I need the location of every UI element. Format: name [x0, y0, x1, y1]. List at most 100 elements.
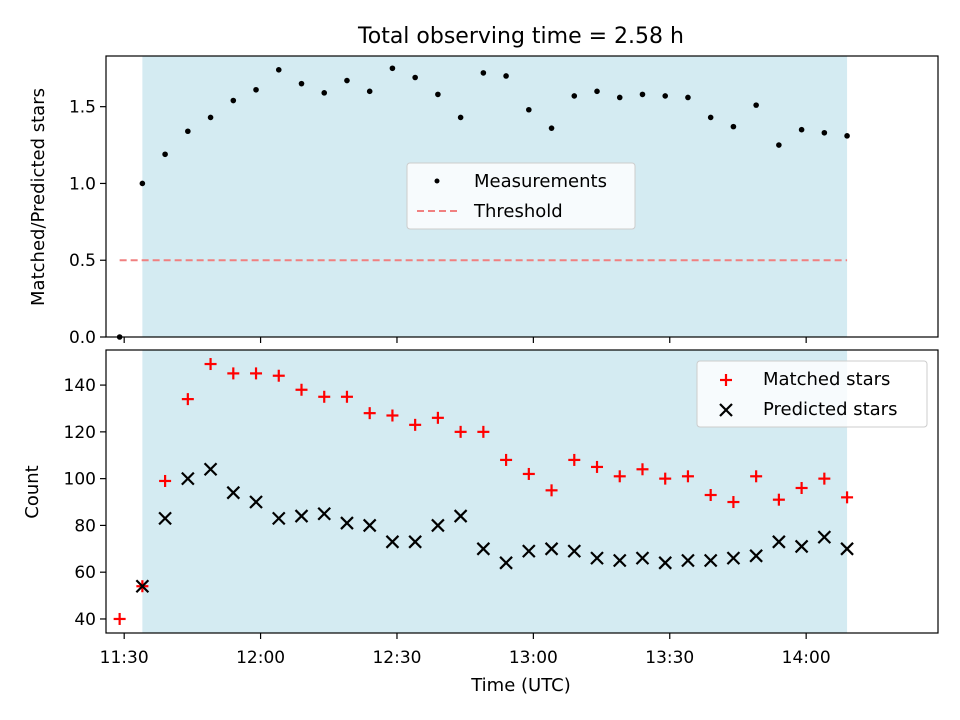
measurement-point [412, 74, 418, 81]
predicted-star-point [362, 518, 377, 533]
measurement-point [548, 125, 555, 131]
measurement-point [707, 114, 714, 121]
predicted-star-point [772, 535, 786, 549]
legend-predicted-label: Predicted stars [763, 399, 897, 420]
top-ytick-label: 1.0 [69, 174, 96, 194]
predicted-star-point [408, 535, 422, 549]
measurement-point [639, 91, 646, 98]
matched-star-point [795, 481, 808, 494]
predicted-star-point [522, 544, 536, 558]
predicted-star-point [590, 551, 604, 565]
predicted-star-point [726, 551, 741, 565]
bottom-legend: Matched stars Predicted stars [696, 360, 928, 428]
predicted-star-point [703, 553, 718, 568]
matched-star-point [181, 393, 194, 406]
predicted-star-point [794, 539, 809, 554]
measurement-point [185, 128, 191, 135]
predicted-star-point [294, 509, 309, 523]
top-panel: 0.0 0.5 1.0 1.5 Matched/Predicted stars Mea… [28, 55, 939, 348]
predicted-star-point [453, 509, 468, 523]
legend-measurements-marker [434, 178, 440, 184]
measurement-point [730, 123, 737, 130]
measurement-point [435, 91, 441, 98]
bottom-ytick-label: 120 [64, 423, 96, 443]
measurement-point [594, 88, 600, 95]
matched-star-point [159, 474, 172, 487]
measurement-point [662, 93, 669, 99]
top-tick-layer: 0.0 0.5 1.0 1.5 [69, 98, 807, 348]
predicted-star-point [544, 542, 559, 556]
top-ytick-label: 0.0 [69, 328, 96, 348]
bottom-xtick-label: 13:00 [509, 648, 558, 668]
matched-star-point [363, 407, 376, 420]
predicted-star-point [567, 544, 582, 558]
measurement-point [253, 86, 259, 93]
matched-star-point [681, 470, 694, 483]
bottom-ytick-label: 140 [64, 376, 96, 396]
measurement-point [230, 97, 237, 104]
predicted-star-point [431, 518, 445, 533]
matched-star-point [272, 369, 285, 382]
predicted-star-point [135, 579, 150, 594]
matched-star-point [841, 491, 854, 504]
measurement-point [798, 126, 805, 133]
matched-star-point [295, 383, 308, 396]
matched-star-point [250, 367, 263, 380]
predicted-star-point [271, 511, 286, 526]
measurement-point [753, 102, 759, 108]
bottom-panel: 40 60 80 100 120 140 11:30 12:00 12:30 13:00 13:30… [22, 349, 939, 696]
predicted-star-point [158, 511, 172, 526]
matched-star-point [750, 470, 763, 483]
predicted-star-point [749, 549, 763, 563]
measurement-point [457, 114, 464, 121]
top-mark-layer [116, 65, 850, 340]
bottom-axes-frame [105, 349, 939, 634]
measurement-point [139, 180, 146, 187]
matched-star-point [409, 418, 422, 431]
measurement-point [571, 93, 578, 99]
predicted-star-point [385, 535, 400, 549]
predicted-star-point [226, 485, 241, 500]
measurement-point [275, 67, 282, 73]
top-legend: Measurements Threshold [406, 162, 636, 230]
measurement-point [821, 129, 828, 136]
matched-star-point [613, 470, 626, 483]
measurement-point [366, 88, 373, 95]
matched-star-point [454, 425, 467, 438]
matched-star-point [704, 489, 717, 502]
bottom-mark-layer [113, 358, 854, 625]
matched-star-point [818, 472, 831, 485]
bottom-xtick-label: 13:30 [645, 648, 694, 668]
bottom-ytick-label: 80 [74, 516, 96, 536]
measurement-point [298, 80, 305, 87]
measurement-point [844, 133, 850, 139]
matched-star-point [545, 484, 558, 497]
bottom-xtick-label: 11:30 [100, 648, 149, 668]
legend-measurements-label: Measurements [474, 171, 607, 192]
matched-star-point [727, 496, 740, 509]
top-axes-frame [105, 55, 939, 338]
matched-star-point [227, 367, 240, 380]
measurement-point [685, 94, 691, 101]
top-legend-box [406, 162, 636, 230]
legend-matched-marker [720, 374, 732, 386]
measurement-point [344, 77, 350, 84]
top-ytick-label: 0.5 [69, 251, 96, 271]
matched-star-point [772, 493, 785, 506]
matched-star-point [636, 463, 649, 476]
bottom-ylabel: Count [22, 465, 43, 518]
bottom-ytick-label: 60 [74, 563, 96, 583]
bottom-ytick-label: 40 [74, 610, 96, 630]
matched-star-point [318, 390, 331, 403]
bottom-xtick-label: 12:30 [372, 648, 421, 668]
predicted-star-point [499, 556, 513, 570]
measurement-point [480, 70, 487, 76]
legend-matched-label: Matched stars [763, 369, 890, 390]
matched-star-point [500, 453, 513, 466]
measurement-point [526, 106, 532, 113]
top-ytick-label: 1.5 [69, 98, 96, 118]
predicted-star-point [635, 551, 650, 565]
matched-star-point [431, 411, 444, 424]
predicted-star-point [817, 530, 832, 544]
